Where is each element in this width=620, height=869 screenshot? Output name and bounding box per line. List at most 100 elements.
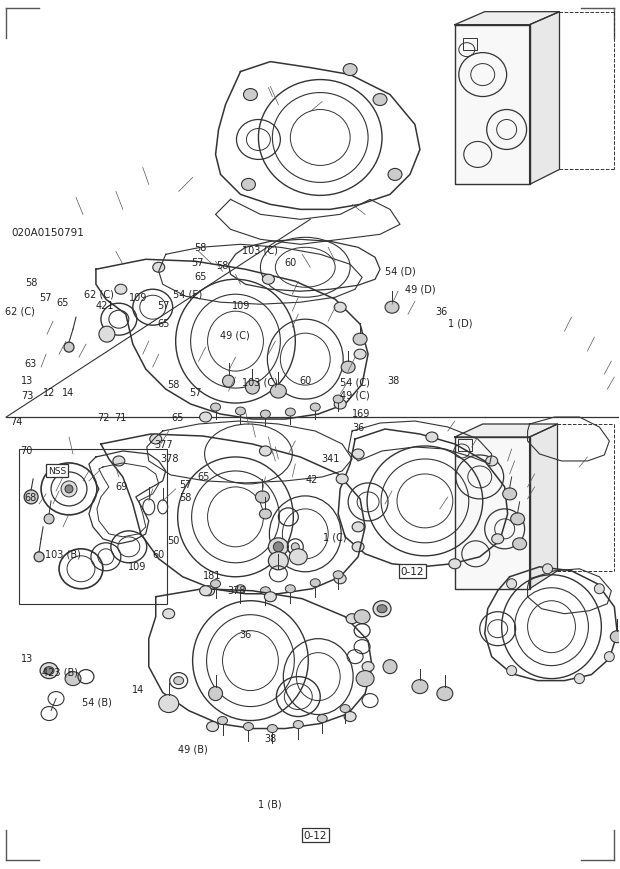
Ellipse shape (352, 542, 364, 552)
Ellipse shape (200, 586, 211, 596)
Text: 13: 13 (21, 375, 33, 386)
Ellipse shape (150, 434, 162, 444)
Ellipse shape (65, 672, 81, 686)
Ellipse shape (356, 671, 374, 687)
Ellipse shape (267, 725, 277, 733)
Ellipse shape (153, 263, 165, 273)
Text: 54 (C): 54 (C) (340, 377, 370, 388)
Ellipse shape (343, 64, 357, 76)
Ellipse shape (34, 552, 44, 562)
Text: 169: 169 (352, 408, 370, 419)
Polygon shape (455, 437, 529, 589)
Text: 68: 68 (24, 492, 37, 502)
Ellipse shape (44, 514, 54, 524)
Ellipse shape (255, 491, 269, 503)
Ellipse shape (310, 579, 321, 587)
Ellipse shape (336, 474, 348, 484)
Ellipse shape (236, 585, 246, 593)
Ellipse shape (218, 717, 228, 725)
Text: 49 (B): 49 (B) (178, 744, 208, 753)
Ellipse shape (115, 285, 127, 295)
Text: 69: 69 (115, 481, 128, 492)
Ellipse shape (542, 564, 552, 574)
Text: 1 (C): 1 (C) (323, 532, 347, 542)
Ellipse shape (575, 673, 585, 684)
Ellipse shape (388, 169, 402, 182)
Text: 181: 181 (203, 570, 222, 580)
Text: 71: 71 (113, 412, 126, 422)
Ellipse shape (285, 585, 295, 593)
Text: 58: 58 (194, 243, 206, 253)
Ellipse shape (334, 400, 346, 409)
Ellipse shape (354, 610, 370, 624)
Ellipse shape (317, 714, 327, 723)
Ellipse shape (290, 549, 308, 565)
Ellipse shape (449, 559, 461, 569)
Text: 0-12: 0-12 (303, 831, 327, 840)
Text: 36: 36 (435, 306, 448, 316)
Text: 60: 60 (285, 258, 296, 268)
Ellipse shape (310, 403, 321, 412)
Ellipse shape (334, 574, 346, 584)
Ellipse shape (270, 385, 286, 399)
Text: 38: 38 (388, 375, 400, 386)
Ellipse shape (344, 712, 356, 722)
Ellipse shape (334, 303, 346, 313)
Text: 12: 12 (43, 388, 56, 398)
Text: 109: 109 (232, 301, 250, 311)
Text: 57: 57 (179, 480, 192, 490)
Text: 62 (C): 62 (C) (84, 289, 114, 299)
Text: 14: 14 (62, 388, 74, 398)
Ellipse shape (285, 408, 295, 416)
Ellipse shape (346, 614, 358, 624)
Ellipse shape (200, 413, 211, 422)
Ellipse shape (206, 722, 218, 732)
Ellipse shape (244, 90, 257, 102)
Ellipse shape (211, 580, 221, 588)
Ellipse shape (65, 486, 73, 494)
Text: 421: 421 (96, 301, 114, 311)
Text: 50: 50 (167, 535, 179, 546)
Text: 57: 57 (157, 301, 169, 311)
Text: 58: 58 (167, 379, 179, 389)
Text: 1 (D): 1 (D) (448, 318, 472, 328)
Text: 020A0150791: 020A0150791 (11, 229, 84, 238)
Text: 14: 14 (132, 684, 144, 693)
Text: 54 (E): 54 (E) (173, 289, 203, 299)
Polygon shape (529, 13, 559, 185)
Ellipse shape (259, 509, 272, 520)
Ellipse shape (24, 490, 38, 504)
Ellipse shape (513, 538, 526, 550)
Ellipse shape (610, 631, 620, 643)
Ellipse shape (353, 334, 367, 346)
Ellipse shape (203, 586, 215, 596)
Bar (19, 449, 167, 604)
Text: 49 (C): 49 (C) (220, 329, 250, 340)
Ellipse shape (268, 552, 288, 570)
Text: 72: 72 (97, 412, 110, 422)
Text: NSS: NSS (48, 467, 66, 475)
Ellipse shape (211, 403, 221, 412)
Ellipse shape (273, 542, 283, 552)
Text: 65: 65 (198, 471, 210, 481)
Text: 341: 341 (321, 454, 339, 464)
Ellipse shape (354, 349, 366, 360)
Text: 58: 58 (216, 261, 229, 270)
Ellipse shape (333, 395, 343, 403)
Text: 109: 109 (129, 293, 148, 302)
Text: 60: 60 (299, 375, 311, 386)
Text: 103 (B): 103 (B) (45, 549, 81, 560)
Ellipse shape (293, 720, 303, 729)
Ellipse shape (246, 381, 259, 395)
Text: 38: 38 (264, 733, 277, 743)
Ellipse shape (40, 663, 58, 679)
Ellipse shape (259, 447, 272, 456)
Text: 54 (B): 54 (B) (82, 697, 112, 706)
Ellipse shape (260, 587, 270, 595)
Ellipse shape (64, 342, 74, 353)
Ellipse shape (437, 687, 453, 700)
Text: 58: 58 (179, 492, 192, 502)
Ellipse shape (362, 662, 374, 672)
Ellipse shape (385, 302, 399, 314)
Polygon shape (529, 425, 557, 589)
